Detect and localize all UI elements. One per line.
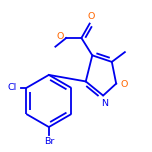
Text: Cl: Cl [7,83,17,92]
Text: N: N [101,99,108,108]
Text: O: O [121,80,128,89]
Text: O: O [57,32,64,41]
Text: Br: Br [44,137,54,146]
Text: O: O [88,12,95,21]
